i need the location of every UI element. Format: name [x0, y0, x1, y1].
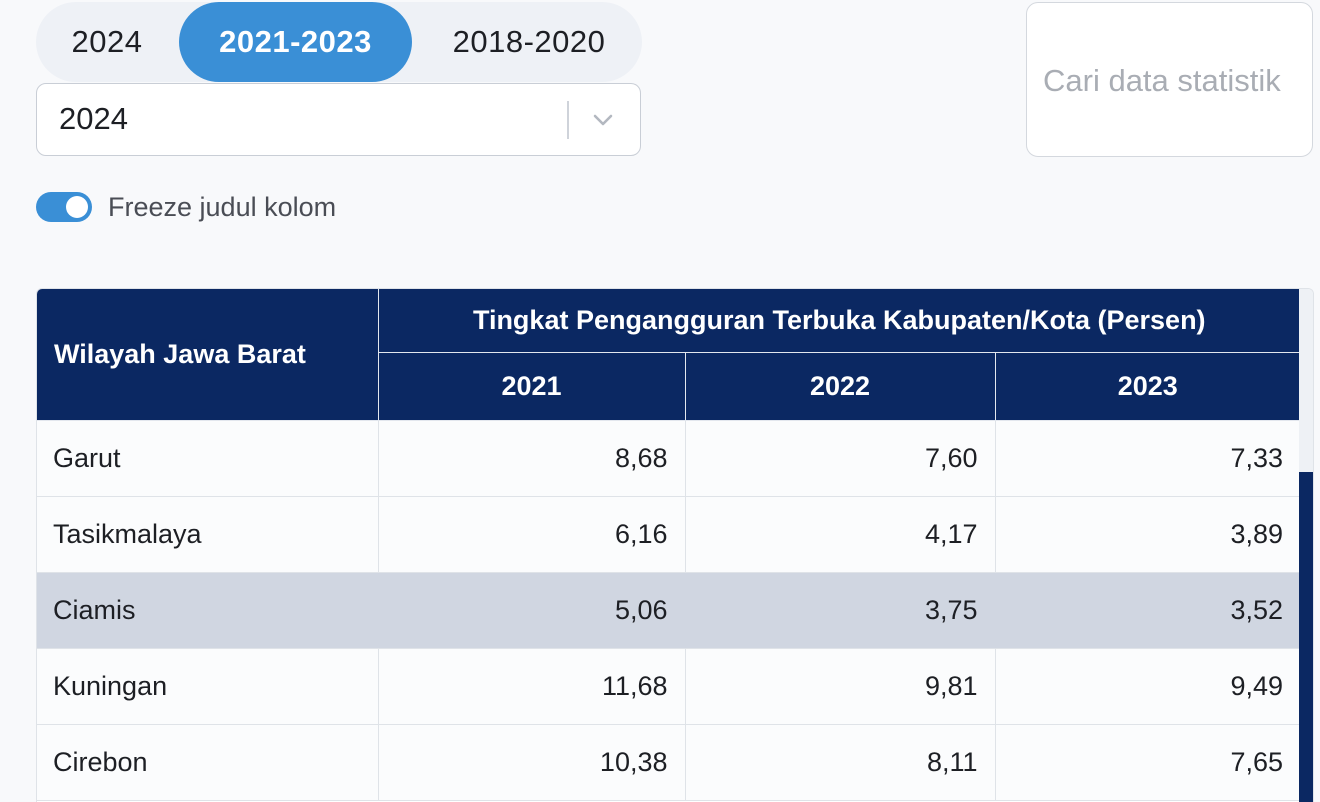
table-row: Kuningan 11,68 9,81 9,49 — [37, 648, 1300, 725]
table-row: Garut 8,68 7,60 7,33 — [37, 420, 1300, 497]
table-row-highlighted: Ciamis 5,06 3,75 3,52 — [37, 572, 1300, 649]
year-header-2023: 2023 — [995, 352, 1300, 421]
select-separator — [567, 101, 569, 139]
value-cell: 3,75 — [685, 572, 996, 649]
freeze-header-label: Freeze judul kolom — [108, 192, 337, 222]
tab-2024[interactable]: 2024 — [71, 24, 143, 59]
year-select-value: 2024 — [59, 101, 128, 136]
scrollbar-thumb[interactable] — [1299, 472, 1313, 802]
toggle-knob — [66, 196, 88, 218]
year-header-2021: 2021 — [378, 352, 686, 421]
value-cell: 8,11 — [685, 724, 996, 801]
value-cell: 10,38 — [378, 724, 686, 801]
data-table-container: Wilayah Jawa Barat Tingkat Pengangguran … — [36, 288, 1314, 802]
value-cell: 9,49 — [995, 648, 1300, 725]
year-header-2022: 2022 — [685, 352, 996, 421]
chevron-down-icon[interactable] — [589, 106, 617, 134]
value-cell: 8,68 — [378, 420, 686, 497]
search-input[interactable] — [1043, 53, 1298, 109]
value-cell: 5,06 — [378, 572, 686, 649]
value-cell: 3,89 — [995, 496, 1300, 573]
value-cell: 6,16 — [378, 496, 686, 573]
region-name: Ciamis — [37, 572, 379, 649]
freeze-header-toggle[interactable] — [36, 192, 92, 222]
region-name: Garut — [37, 420, 379, 497]
value-cell: 7,65 — [995, 724, 1300, 801]
search-box — [1026, 2, 1313, 157]
data-table: Wilayah Jawa Barat Tingkat Pengangguran … — [37, 289, 1300, 801]
tab-2021-2023[interactable]: 2021-2023 — [179, 2, 412, 82]
region-name: Kuningan — [37, 648, 379, 725]
value-cell: 4,17 — [685, 496, 996, 573]
value-cell: 11,68 — [378, 648, 686, 725]
region-column-header: Wilayah Jawa Barat — [37, 289, 379, 421]
table-row: Tasikmalaya 6,16 4,17 3,89 — [37, 496, 1300, 573]
region-name: Cirebon — [37, 724, 379, 801]
year-select[interactable]: 2024 — [36, 83, 641, 156]
value-cell: 3,52 — [995, 572, 1300, 649]
value-cell: 9,81 — [685, 648, 996, 725]
vertical-scrollbar[interactable] — [1299, 289, 1313, 802]
period-tabs: 2024 2021-2023 2018-2020 — [36, 2, 642, 82]
unemployment-group-header: Tingkat Pengangguran Terbuka Kabupaten/K… — [378, 289, 1300, 354]
table-row: Cirebon 10,38 8,11 7,65 — [37, 724, 1300, 801]
value-cell: 7,60 — [685, 420, 996, 497]
tab-2018-2020[interactable]: 2018-2020 — [452, 24, 606, 59]
region-name: Tasikmalaya — [37, 496, 379, 573]
value-cell: 7,33 — [995, 420, 1300, 497]
